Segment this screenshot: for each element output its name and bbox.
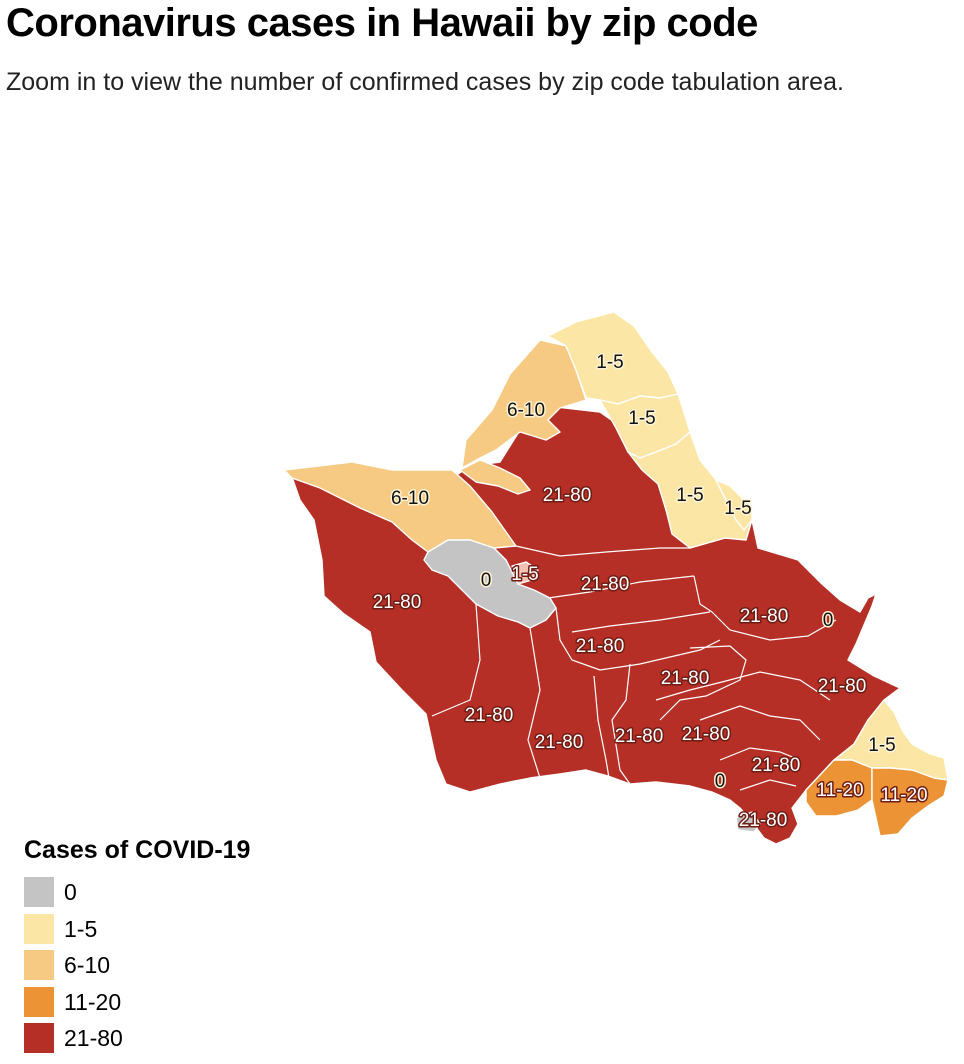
legend-label: 0 [64,879,77,906]
map-label: 11-20 [816,780,863,801]
map-label: 21-80 [576,636,625,657]
zip-area-waikiki[interactable] [735,811,761,833]
map-label: 0 [481,570,492,591]
legend-title: Cases of COVID-19 [24,836,251,864]
map-label: 0 [823,610,834,631]
zip-area-haleiwa[interactable] [461,339,587,469]
map-label: 21-80 [818,676,867,697]
legend-item: 1-5 [24,911,250,948]
legend-label: 21-80 [64,1025,123,1052]
map-label: 0 [715,771,726,792]
map-label: 1-5 [868,735,895,756]
map-label: 21-80 [752,755,801,776]
page-subtitle: Zoom in to view the number of confirmed … [6,68,844,96]
map-label: 1-5 [596,352,623,373]
legend-swatch [24,1023,54,1054]
legend-swatch [24,913,54,944]
map-label: 21-80 [373,592,422,613]
zip-boundaries [431,545,837,791]
map-label: 21-80 [682,724,731,745]
map-label: 1-5 [676,485,703,506]
map-label: 21-80 [581,574,630,595]
map-label: 21-80 [543,485,592,506]
map-label: 6-10 [391,488,429,509]
map-legend: Cases of COVID-19 0 1-5 6-10 11-20 21-80 [24,834,250,1057]
legend-label: 6-10 [64,952,111,979]
map-label: 21-80 [535,732,584,753]
map-label: 1-5 [511,564,538,585]
zip-area-wahiawa[interactable] [511,561,539,585]
zip-area-schofield[interactable] [423,539,557,629]
page-title: Coronavirus cases in Hawaii by zip code [6,1,758,45]
zip-area-strip[interactable] [459,459,531,495]
legend-item: 11-20 [24,984,250,1021]
map-label: 21-80 [740,606,789,627]
map-label: 21-80 [661,668,710,689]
map-labels: 1-5 6-10 1-5 6-10 21-80 1-5 1-5 0 1-5 21… [371,351,929,833]
legend-item: 0 [24,874,250,911]
legend-item: 6-10 [24,947,250,984]
legend-label: 11-20 [64,988,122,1015]
map-label: 6-10 [507,400,545,421]
zip-area-kaaawa[interactable] [715,479,753,531]
map-label: 21-80 [615,726,664,747]
map-label: 1-5 [628,408,655,429]
map-label: 1-5 [724,498,751,519]
legend-item: 21-80 [24,1020,250,1057]
map-label: 21-80 [739,810,788,831]
zip-area-aina-haina[interactable] [805,759,873,817]
map-label: 11-20 [880,785,927,806]
legend-swatch [24,950,54,981]
legend-swatch [24,986,54,1017]
zip-area-hawaii-kai[interactable] [871,767,949,837]
map-label: 21-80 [465,705,514,726]
legend-label: 1-5 [64,915,98,942]
legend-swatch [24,877,54,908]
